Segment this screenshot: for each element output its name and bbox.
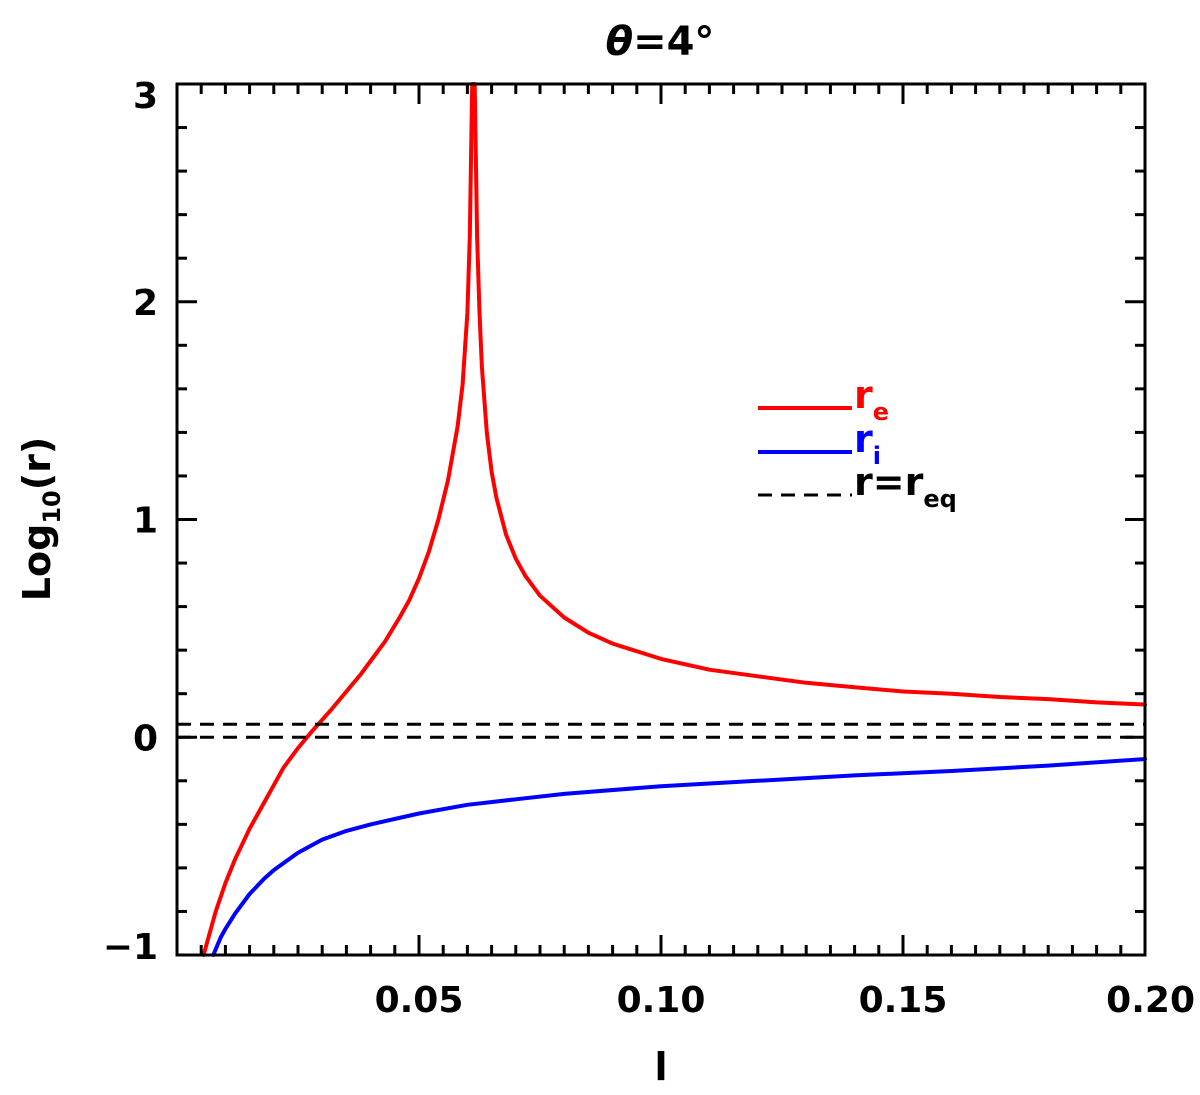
x-tick-label: 0.20	[1106, 980, 1195, 1021]
legend-label-1: ri	[854, 417, 881, 470]
y-tick-label: −1	[103, 927, 158, 968]
series-line-r-e-1	[472, 82, 1147, 707]
legend-label-2: r=req	[854, 460, 957, 513]
chart-title: θ=4°	[606, 19, 715, 65]
title-theta: θ	[606, 19, 633, 65]
legend-subscript: eq	[923, 485, 956, 513]
x-tick-label: 0.05	[375, 980, 464, 1021]
plot-area	[177, 82, 1147, 957]
title-value: =4°	[633, 19, 714, 65]
y-axis-label-arg: (r)	[15, 437, 59, 490]
legend-base: r	[854, 417, 873, 461]
legend-prefix: r=	[854, 460, 905, 504]
y-tick-label: 3	[133, 76, 158, 117]
legend-subscript: i	[873, 442, 881, 470]
series-line-r-i-2	[211, 757, 1147, 957]
y-tick-label: 1	[133, 501, 158, 542]
y-axis-label-base: Log	[15, 524, 59, 602]
y-tick-label: 2	[133, 283, 158, 324]
y-tick-label: 0	[133, 718, 158, 759]
legend-label-0: re	[854, 373, 889, 426]
legend-subscript: e	[873, 398, 889, 426]
series-line-r-e-0	[201, 82, 475, 957]
legend-base: r	[854, 373, 873, 417]
axis-ticks: 0.05 0.10 0.15 0.20 −1 0 1 2 3	[103, 76, 1195, 1021]
y-axis-label: Log10(r)	[15, 437, 66, 601]
x-axis-label: l	[654, 1045, 667, 1089]
y-axis-label-sub: 10	[38, 490, 66, 523]
x-tick-label: 0.10	[617, 980, 706, 1021]
x-tick-label: 0.15	[859, 980, 948, 1021]
legend-base: r	[905, 460, 924, 504]
